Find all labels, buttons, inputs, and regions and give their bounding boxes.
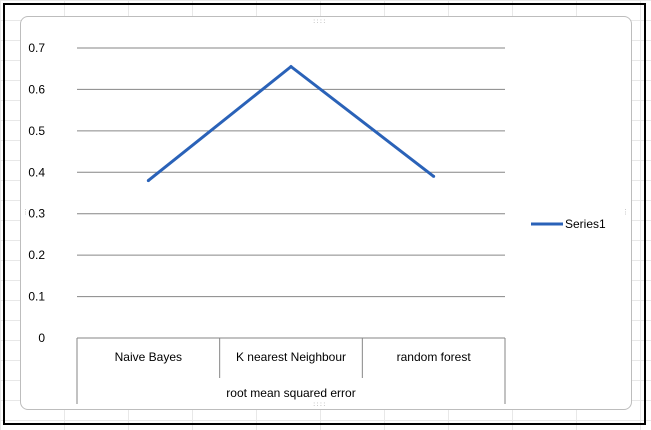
legend-label: Series1 xyxy=(565,217,606,231)
resize-handle-right[interactable]: ⋮ xyxy=(622,208,630,216)
screenshot-border xyxy=(3,3,646,425)
y-tick-label: 0 xyxy=(38,331,45,345)
data-point[interactable] xyxy=(432,174,436,178)
data-point[interactable] xyxy=(289,65,293,69)
resize-handle-left[interactable]: ⋮ xyxy=(22,208,30,216)
y-tick-label: 0.7 xyxy=(28,41,45,55)
resize-handle-top[interactable]: :::: xyxy=(313,17,327,25)
resize-handle-bottom[interactable]: :::: xyxy=(313,400,327,408)
data-point[interactable] xyxy=(146,179,150,183)
x-tick-label: random forest xyxy=(397,350,472,364)
y-tick-label: 0.6 xyxy=(28,82,45,96)
x-axis-label: root mean squared error xyxy=(226,386,355,400)
y-tick-label: 0.1 xyxy=(28,290,45,304)
y-tick-label: 0.3 xyxy=(28,207,45,221)
y-tick-label: 0.5 xyxy=(28,124,45,138)
x-tick-label: Naive Bayes xyxy=(115,350,182,364)
series-line[interactable] xyxy=(147,64,435,182)
y-tick-label: 0.4 xyxy=(28,165,45,179)
x-tick-label: K nearest Neighbour xyxy=(236,350,346,364)
chart-area[interactable]: :::: :::: ⋮ ⋮ xyxy=(20,16,632,410)
y-tick-label: 0.2 xyxy=(28,248,45,262)
